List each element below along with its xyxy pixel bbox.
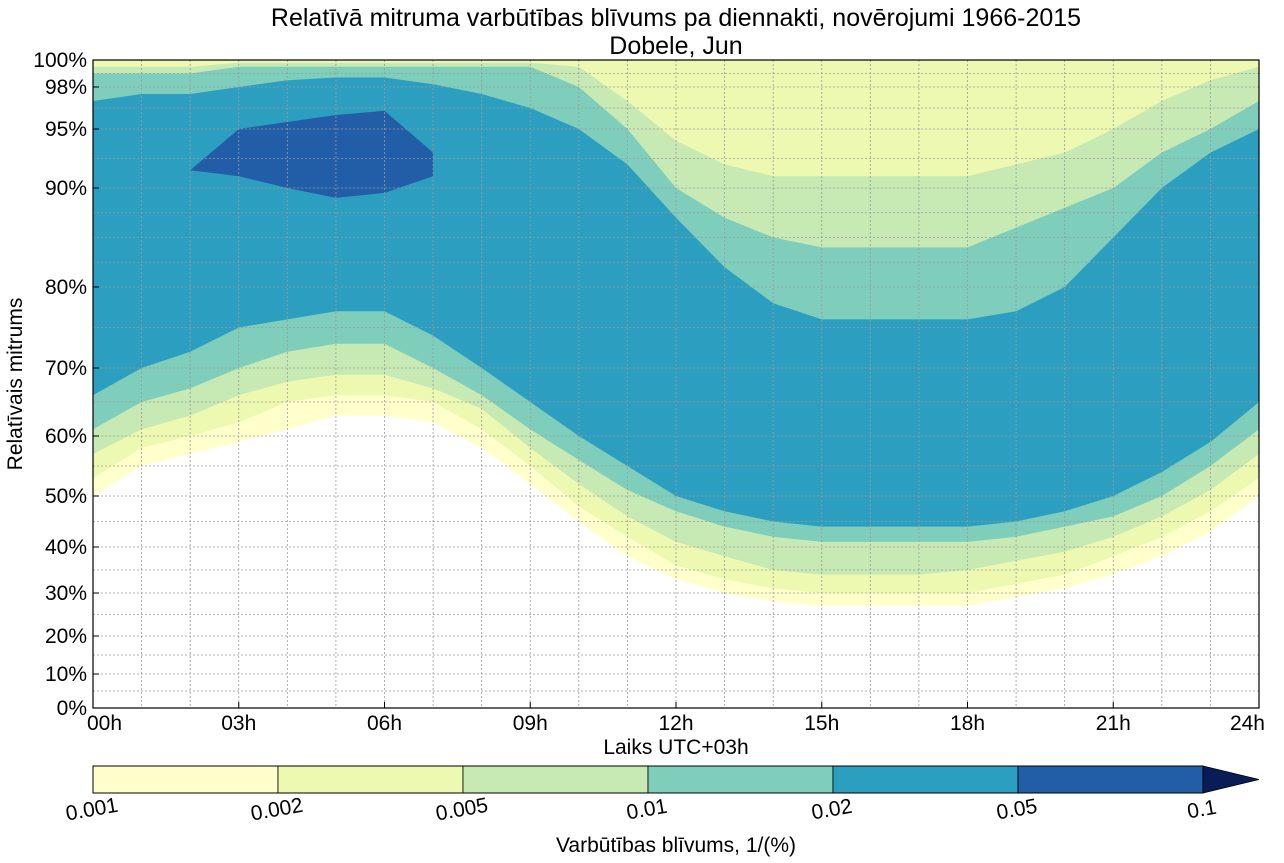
y-tick-label: 0% bbox=[57, 697, 87, 720]
colorbar-tick-label: 0.01 bbox=[625, 795, 669, 825]
colorbar-segment bbox=[92, 765, 279, 794]
y-tick-label: 70% bbox=[45, 357, 87, 380]
plot-area: 00h 03h 06h 09h 12h 15h 18h 21h 24h 0% 10% 20% 30% 4… bbox=[33, 49, 1265, 735]
contour-band-5-0 bbox=[190, 110, 434, 198]
colorbar-segment bbox=[462, 765, 649, 794]
colorbar-frame bbox=[92, 765, 1204, 794]
colorbar-tick-label: 0.1 bbox=[1185, 796, 1218, 824]
colorbar-tick-label: 0.001 bbox=[64, 794, 120, 826]
y-tick-label: 98% bbox=[45, 76, 87, 99]
y-tick-label: 90% bbox=[45, 177, 87, 200]
x-tick-label: 06h bbox=[367, 712, 402, 735]
y-tick-label: 30% bbox=[45, 582, 87, 605]
y-tick-label: 50% bbox=[45, 485, 87, 508]
x-axis-label: Laiks UTC+03h bbox=[603, 736, 748, 759]
colorbar-label: Varbūtības blīvums, 1/(%) bbox=[556, 834, 796, 857]
colorbar: 0.001 0.002 0.005 0.01 0.02 0.05 0.1 bbox=[64, 765, 1260, 826]
x-tick-label: 03h bbox=[221, 712, 256, 735]
colorbar-tick-label: 0.02 bbox=[810, 795, 854, 825]
y-tick-label: 80% bbox=[45, 276, 87, 299]
y-tick-label: 100% bbox=[33, 49, 87, 72]
colorbar-tick-label: 0.05 bbox=[995, 795, 1039, 825]
y-axis-label: Relatīvais mitrums bbox=[4, 298, 27, 471]
y-axis-ticks: 0% 10% 20% 30% 40% 50% 60% 70% 80% 90% 95% 98% 100% bbox=[33, 49, 99, 720]
colorbar-segment bbox=[647, 765, 834, 794]
y-tick-label: 60% bbox=[45, 425, 87, 448]
chart-subtitle: Dobele, Jun bbox=[609, 32, 742, 60]
colorbar-segment bbox=[1017, 765, 1204, 794]
x-tick-label: 18h bbox=[950, 712, 985, 735]
y-tick-label: 10% bbox=[45, 663, 87, 686]
chart-title: Relatīvā mitruma varbūtības blīvums pa d… bbox=[271, 4, 1081, 32]
y-tick-label: 20% bbox=[45, 625, 87, 648]
x-tick-label: 00h bbox=[87, 712, 122, 735]
y-tick-label: 40% bbox=[45, 536, 87, 559]
x-tick-label: 15h bbox=[804, 712, 839, 735]
gridlines bbox=[93, 60, 1259, 708]
x-tick-label: 21h bbox=[1096, 712, 1131, 735]
colorbar-tick-label: 0.005 bbox=[434, 794, 490, 826]
y-tick-label: 95% bbox=[45, 118, 87, 141]
colorbar-tick-label: 0.002 bbox=[249, 794, 305, 826]
colorbar-extend-arrow bbox=[1202, 765, 1260, 794]
x-tick-label: 09h bbox=[513, 712, 548, 735]
x-tick-label: 24h bbox=[1230, 712, 1265, 735]
colorbar-segment bbox=[832, 765, 1019, 794]
x-tick-label: 12h bbox=[658, 712, 693, 735]
x-axis-ticks: 00h 03h 06h 09h 12h 15h 18h 21h 24h bbox=[87, 702, 1265, 735]
colorbar-segment bbox=[277, 765, 464, 794]
